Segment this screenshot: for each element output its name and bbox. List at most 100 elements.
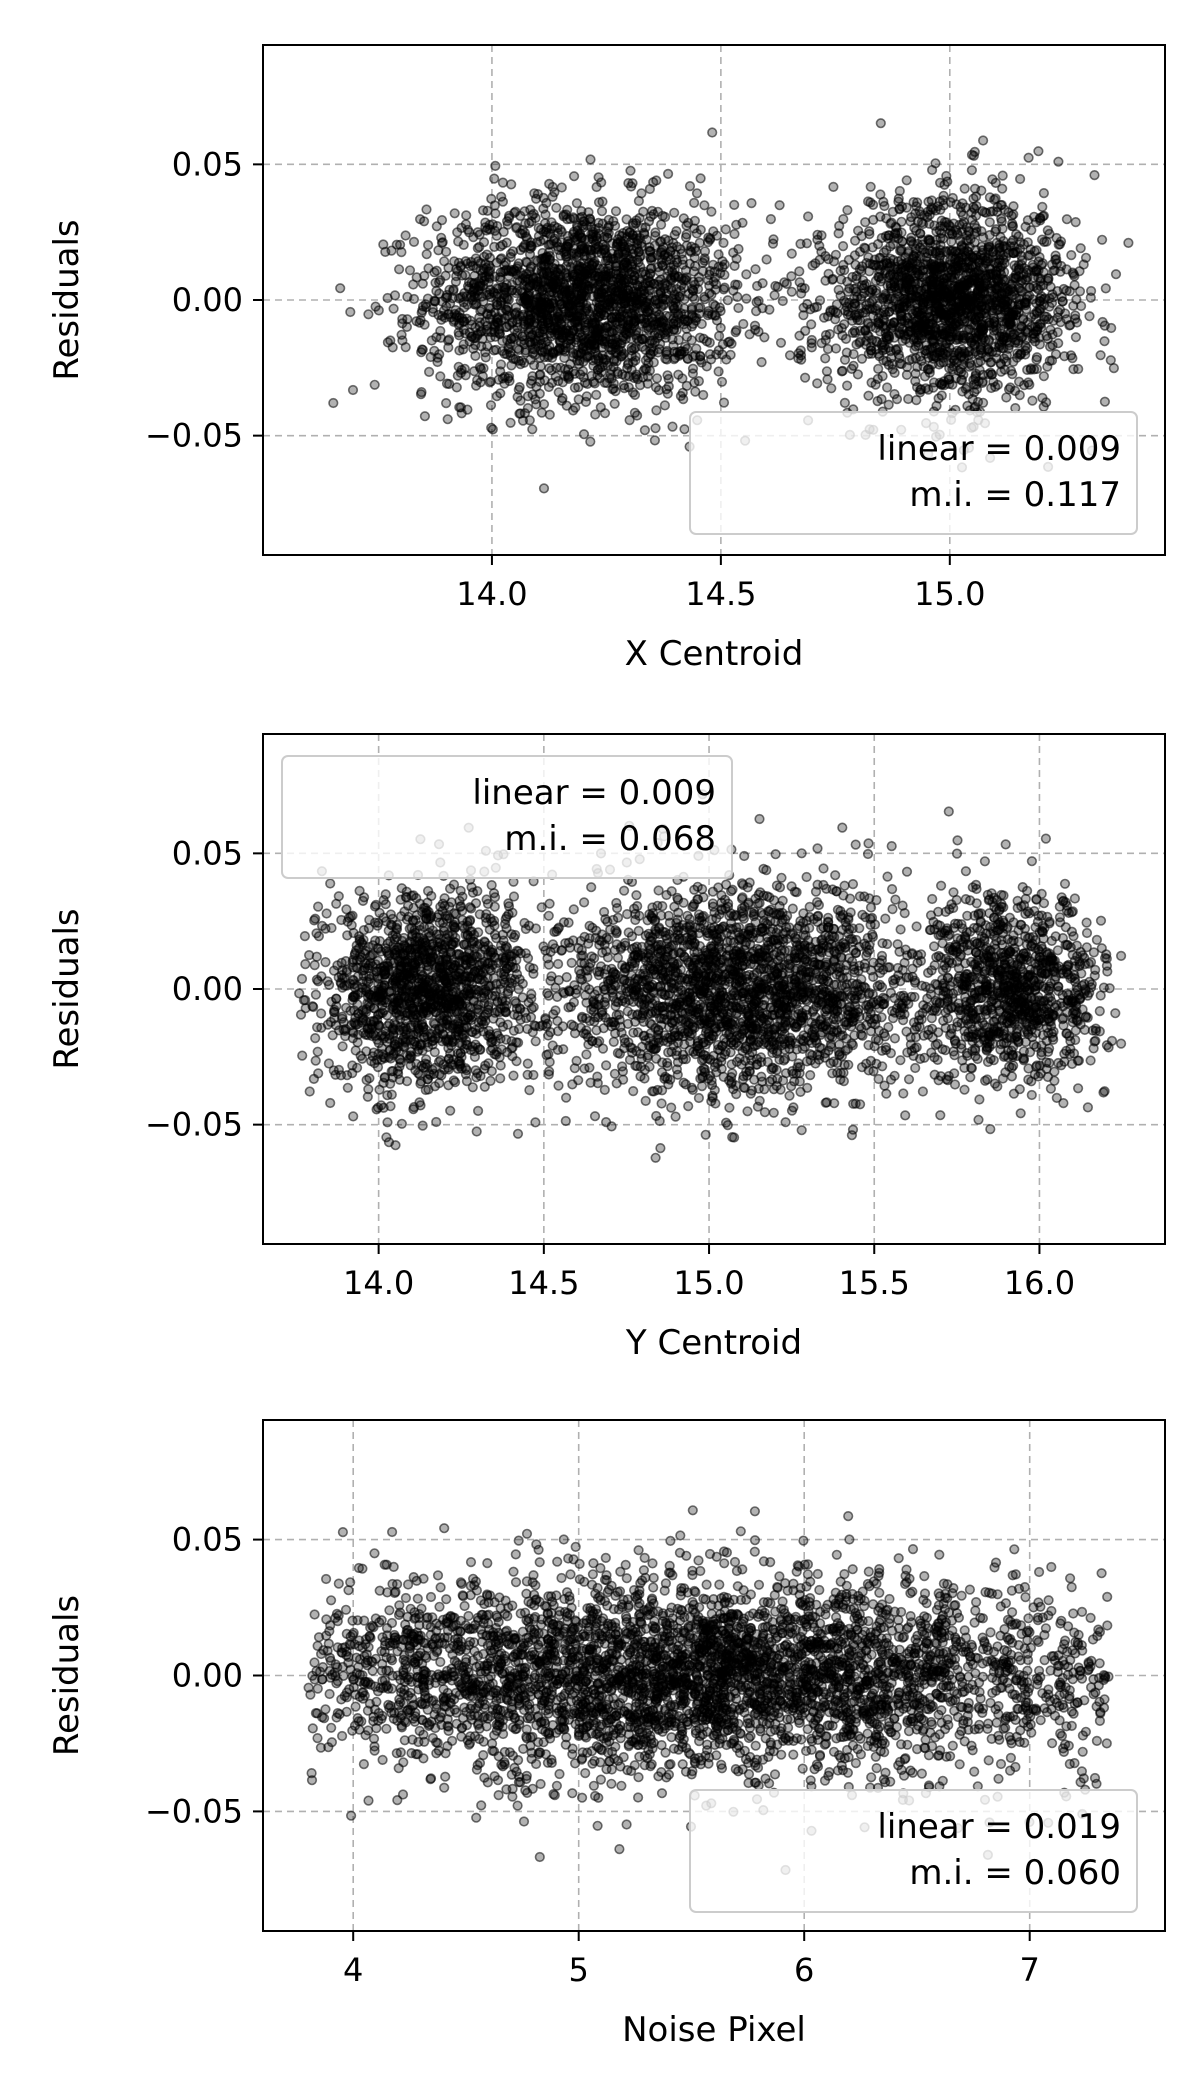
data-point bbox=[837, 241, 849, 252]
data-point bbox=[454, 402, 465, 413]
data-point bbox=[995, 366, 1007, 377]
data-point bbox=[1005, 365, 1017, 376]
data-point bbox=[564, 343, 576, 354]
data-point bbox=[661, 347, 672, 358]
data-point bbox=[906, 327, 917, 338]
data-point bbox=[386, 1089, 397, 1100]
data-point bbox=[576, 261, 587, 273]
data-point bbox=[830, 343, 842, 354]
data-point bbox=[864, 229, 875, 240]
data-point bbox=[471, 1126, 482, 1137]
data-point bbox=[1014, 173, 1026, 185]
data-point bbox=[693, 302, 704, 314]
data-point bbox=[458, 239, 469, 250]
data-point bbox=[550, 270, 561, 281]
data-point bbox=[824, 329, 835, 340]
data-point bbox=[462, 404, 473, 415]
data-point bbox=[799, 372, 811, 383]
data-point bbox=[750, 324, 761, 335]
data-point bbox=[703, 232, 714, 243]
data-point bbox=[426, 335, 437, 346]
data-point bbox=[600, 354, 612, 366]
data-point bbox=[495, 388, 506, 399]
data-point bbox=[891, 345, 902, 356]
data-point bbox=[439, 256, 450, 267]
data-point bbox=[1061, 214, 1072, 225]
data-point bbox=[312, 1046, 323, 1057]
data-point bbox=[675, 390, 687, 402]
data-point bbox=[999, 299, 1010, 310]
data-point bbox=[960, 202, 971, 213]
data-point bbox=[590, 409, 601, 420]
data-point bbox=[520, 218, 531, 229]
data-point bbox=[630, 355, 641, 366]
data-point bbox=[621, 231, 633, 243]
data-point bbox=[889, 367, 900, 379]
data-point bbox=[1070, 217, 1081, 228]
data-point bbox=[677, 373, 688, 384]
data-point bbox=[1028, 281, 1039, 292]
data-point bbox=[1027, 294, 1038, 305]
data-point bbox=[1059, 308, 1071, 319]
data-point bbox=[1095, 350, 1106, 361]
data-point bbox=[722, 295, 733, 306]
data-point bbox=[1011, 309, 1022, 321]
data-point bbox=[481, 249, 493, 260]
data-point bbox=[520, 345, 531, 356]
data-point bbox=[615, 289, 626, 300]
data-point bbox=[967, 252, 979, 263]
data-point bbox=[828, 305, 839, 316]
data-point bbox=[537, 285, 548, 296]
data-point bbox=[741, 269, 752, 280]
data-point bbox=[609, 398, 620, 409]
data-point bbox=[419, 270, 430, 281]
data-point bbox=[710, 310, 721, 321]
data-point bbox=[299, 930, 311, 942]
data-point bbox=[369, 379, 380, 390]
data-point bbox=[980, 255, 991, 266]
data-point bbox=[997, 170, 1008, 181]
data-point bbox=[689, 312, 700, 323]
data-point bbox=[922, 330, 933, 341]
data-point bbox=[539, 260, 550, 271]
data-point bbox=[779, 277, 790, 288]
data-point bbox=[894, 245, 906, 256]
data-point bbox=[593, 172, 604, 183]
data-point bbox=[605, 369, 616, 380]
data-point bbox=[507, 317, 518, 329]
data-point bbox=[652, 262, 664, 273]
data-point bbox=[1055, 317, 1066, 328]
data-point bbox=[522, 314, 533, 326]
data-point bbox=[1044, 355, 1055, 367]
data-point bbox=[506, 179, 517, 190]
data-point bbox=[501, 237, 512, 248]
data-point bbox=[903, 393, 914, 405]
data-point bbox=[505, 252, 516, 263]
data-point bbox=[309, 959, 320, 971]
data-point bbox=[822, 374, 833, 385]
data-point bbox=[1031, 354, 1042, 365]
data-point bbox=[1016, 321, 1027, 333]
data-point bbox=[556, 226, 567, 238]
data-point bbox=[495, 1060, 506, 1071]
data-point bbox=[650, 230, 661, 242]
data-point bbox=[424, 366, 435, 378]
data-point bbox=[725, 349, 736, 361]
data-point bbox=[342, 1082, 353, 1093]
data-point bbox=[921, 283, 932, 294]
scatter-panel-2: 14.0 14.5 15.0 15.5 16.0−0.050.000.05Y Centr… bbox=[47, 733, 1166, 1363]
data-point bbox=[705, 354, 717, 365]
data-point bbox=[513, 1023, 525, 1035]
data-point bbox=[896, 358, 907, 370]
data-point bbox=[901, 369, 913, 381]
data-point bbox=[497, 177, 509, 188]
data-point bbox=[1100, 283, 1111, 294]
scatter-panel-1: 14.0 14.5 15.0−0.050.000.05X CentroidResid… bbox=[47, 44, 1166, 674]
data-point bbox=[835, 274, 847, 285]
data-point bbox=[798, 310, 809, 321]
data-point bbox=[995, 358, 1006, 369]
data-point bbox=[1099, 396, 1110, 407]
data-point bbox=[511, 222, 522, 233]
data-point bbox=[396, 247, 407, 258]
data-point bbox=[486, 879, 497, 891]
